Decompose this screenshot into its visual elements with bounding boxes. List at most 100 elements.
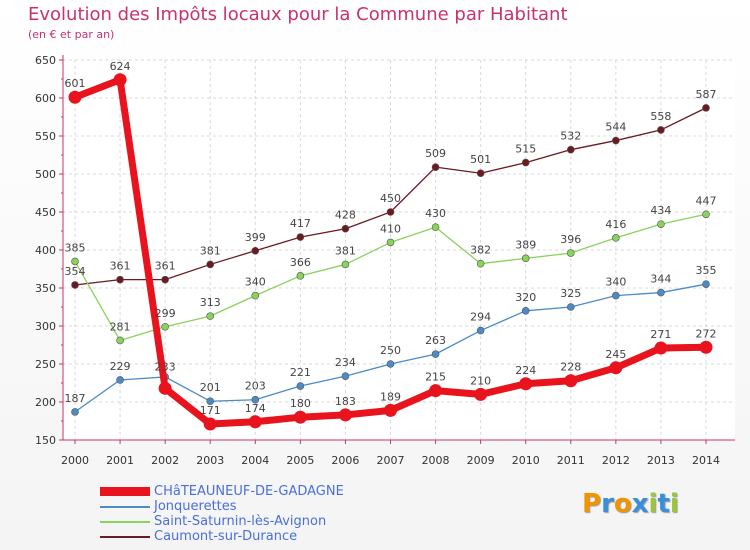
data-point	[431, 350, 440, 358]
data-point	[657, 288, 665, 297]
data-point	[654, 341, 668, 355]
data-point	[657, 126, 665, 134]
data-label: 299	[155, 307, 176, 320]
x-tick-label: 2002	[151, 454, 179, 467]
data-point	[566, 303, 575, 311]
data-point	[386, 208, 395, 216]
data-point	[386, 238, 395, 247]
data-label: 180	[290, 397, 311, 410]
x-tick-label: 2013	[647, 454, 675, 467]
data-label: 203	[245, 380, 266, 393]
data-label: 501	[470, 153, 491, 166]
proxiti-logo: Proxiti	[582, 489, 679, 519]
data-label: 201	[200, 381, 221, 394]
logo-letter: o	[613, 489, 632, 519]
data-point	[612, 234, 620, 242]
data-label: 320	[515, 291, 536, 304]
x-tick-label: 2014	[692, 454, 720, 467]
data-point	[431, 163, 440, 171]
data-point	[116, 275, 124, 284]
legend-item: Jonquerettes	[100, 499, 344, 514]
data-label: 428	[335, 209, 356, 222]
data-point	[564, 374, 578, 388]
data-label: 416	[605, 218, 626, 231]
x-tick-label: 2011	[557, 454, 585, 467]
data-point	[702, 280, 710, 289]
legend-item: Caumont-sur-Durance	[100, 529, 344, 544]
data-label: 250	[380, 344, 401, 357]
data-label: 228	[560, 361, 581, 374]
data-point	[476, 169, 485, 178]
logo-letter: x	[631, 489, 649, 519]
x-tick-label: 2005	[286, 454, 314, 467]
x-tick-label: 2001	[106, 454, 134, 467]
legend-swatch	[100, 520, 150, 523]
data-label: 210	[470, 374, 491, 387]
data-label: 624	[110, 60, 131, 73]
data-label: 224	[515, 364, 536, 377]
x-tick-label: 2009	[467, 454, 495, 467]
data-point	[158, 381, 172, 395]
y-tick-label: 400	[35, 244, 56, 257]
data-point	[68, 90, 82, 104]
logo-letter: r	[601, 489, 614, 519]
data-point	[293, 410, 307, 424]
data-label: 294	[470, 311, 491, 324]
data-point	[521, 158, 530, 167]
data-label: 601	[65, 77, 86, 90]
logo-letter: P	[582, 489, 602, 519]
data-point	[116, 376, 124, 384]
data-label: 245	[605, 348, 626, 361]
legend-swatch	[100, 487, 150, 496]
data-point	[566, 145, 575, 154]
data-label: 587	[696, 88, 717, 101]
y-tick-label: 500	[35, 168, 56, 181]
data-point	[161, 322, 169, 331]
data-point	[612, 136, 620, 145]
data-point	[296, 382, 305, 390]
data-label: 558	[650, 110, 671, 123]
data-label: 389	[515, 238, 536, 251]
legend-item: CHâTEAUNEUF-DE-GADAGNE	[100, 484, 344, 499]
data-label: 450	[380, 192, 401, 205]
y-tick-label: 300	[35, 320, 56, 333]
data-point	[116, 336, 124, 345]
x-tick-label: 2007	[377, 454, 405, 467]
data-point	[71, 281, 79, 289]
y-tick-label: 550	[35, 130, 56, 143]
data-label: 187	[65, 392, 86, 405]
legend-item: Saint-Saturnin-lès-Avignon	[100, 514, 344, 529]
legend-label: Jonquerettes	[154, 499, 237, 514]
data-label: 189	[380, 390, 401, 403]
data-label: 430	[425, 207, 446, 220]
logo-letter: t	[657, 489, 670, 519]
data-label: 399	[245, 231, 266, 244]
data-label: 509	[425, 147, 446, 160]
data-label: 515	[515, 143, 536, 156]
data-label: 313	[200, 296, 221, 309]
data-point	[429, 384, 443, 398]
data-label: 325	[560, 287, 581, 300]
data-label: 340	[605, 276, 626, 289]
x-tick-label: 2010	[512, 454, 540, 467]
data-point	[521, 254, 530, 263]
legend-label: Saint-Saturnin-lès-Avignon	[154, 514, 327, 529]
data-point	[521, 306, 530, 315]
logo-letter: i	[669, 489, 679, 519]
data-point	[206, 260, 215, 269]
data-point	[341, 372, 350, 380]
data-label: 229	[110, 360, 131, 373]
data-point	[431, 223, 440, 231]
x-tick-label: 2000	[61, 454, 89, 467]
data-label: 385	[65, 241, 86, 254]
data-point	[519, 377, 533, 391]
data-point	[206, 312, 215, 320]
data-point	[341, 224, 350, 233]
chart-title: Evolution des Impôts locaux pour la Comm…	[28, 4, 568, 25]
y-tick-label: 350	[35, 282, 56, 295]
data-label: 234	[335, 356, 356, 369]
y-tick-label: 650	[35, 54, 56, 67]
y-tick-label: 250	[35, 358, 56, 371]
x-tick-label: 2008	[422, 454, 450, 467]
